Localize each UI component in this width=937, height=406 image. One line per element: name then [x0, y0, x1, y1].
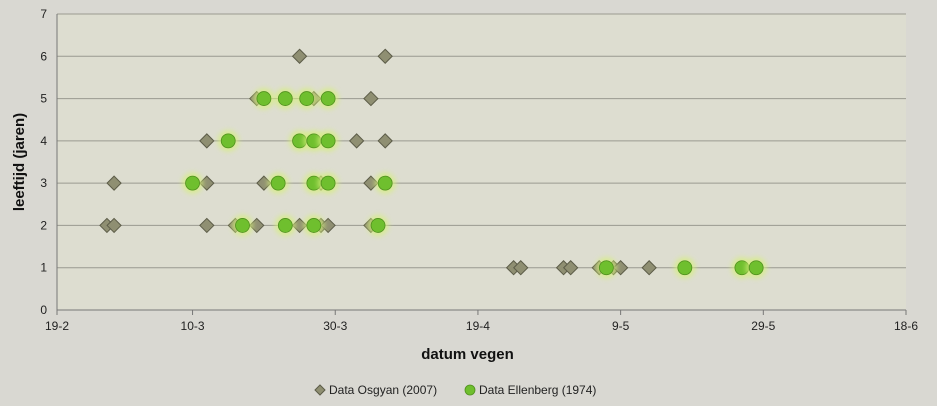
- data-point-circle: [745, 257, 767, 279]
- data-point-circle: [374, 172, 396, 194]
- data-point-circle: [674, 257, 696, 279]
- data-point-diamond: [377, 48, 393, 64]
- data-point-diamond: [291, 48, 308, 64]
- data-point-circle: [303, 214, 325, 236]
- data-point-circle: [317, 88, 339, 110]
- data-point-circle: [317, 130, 339, 152]
- data-point-circle: [274, 214, 296, 236]
- data-point-diamond: [363, 90, 379, 107]
- x-tick-label: 10-3: [181, 319, 205, 333]
- legend-circle-icon: [464, 384, 476, 396]
- data-point-circle: [296, 88, 318, 110]
- data-point-circle: [231, 214, 253, 236]
- data-point-circle: [267, 172, 289, 194]
- data-point-circle: [367, 214, 389, 236]
- x-tick-label: 18-6: [894, 319, 918, 333]
- data-point-circle: [253, 88, 275, 110]
- y-tick-label: 7: [40, 7, 47, 21]
- y-tick-label: 5: [40, 92, 47, 106]
- y-tick-label: 0: [40, 303, 47, 317]
- data-points: [99, 48, 767, 279]
- data-point-diamond: [377, 133, 393, 149]
- y-tick-label: 6: [40, 49, 47, 63]
- x-tick-label: 19-2: [45, 319, 69, 333]
- legend-item: Data Ellenberg (1974): [464, 383, 596, 397]
- y-tick-label: 1: [40, 261, 47, 275]
- legend-item: Data Osgyan (2007): [314, 383, 437, 397]
- axes: 0 1 2 3 4 5 6 7 19-2 10-3 30-3 19-4 9-5 29-5 18-6: [40, 7, 918, 333]
- data-point-diamond: [562, 260, 579, 276]
- legend-label: Data Osgyan (2007): [329, 383, 437, 397]
- data-point-diamond: [348, 133, 365, 149]
- legend-label: Data Ellenberg (1974): [479, 383, 596, 397]
- legend-diamond-icon: [314, 384, 326, 396]
- data-point-circle: [182, 172, 204, 194]
- y-tick-label: 4: [40, 134, 47, 148]
- series-ellenberg: [182, 88, 767, 279]
- y-tick-label: 3: [40, 176, 47, 190]
- data-point-circle: [274, 88, 296, 110]
- data-point-circle: [217, 130, 239, 152]
- x-tick-label: 29-5: [751, 319, 775, 333]
- x-axis-title: datum vegen: [421, 346, 514, 363]
- data-point-diamond: [641, 260, 657, 276]
- data-point-circle: [317, 172, 339, 194]
- data-point-diamond: [513, 260, 529, 276]
- data-point-diamond: [106, 175, 122, 191]
- data-point-diamond: [199, 133, 215, 149]
- plot-area: [57, 14, 906, 310]
- data-point-diamond: [106, 217, 122, 234]
- y-axis-title: leeftijd (jaren): [11, 113, 28, 211]
- y-tick-label: 2: [40, 218, 47, 232]
- legend: Data Osgyan (2007) Data Ellenberg (1974): [314, 383, 596, 397]
- x-tick-label: 30-3: [323, 319, 347, 333]
- data-point-circle: [595, 257, 617, 279]
- x-tick-label: 9-5: [612, 319, 630, 333]
- x-tick-label: 19-4: [466, 319, 490, 333]
- data-point-diamond: [199, 217, 215, 234]
